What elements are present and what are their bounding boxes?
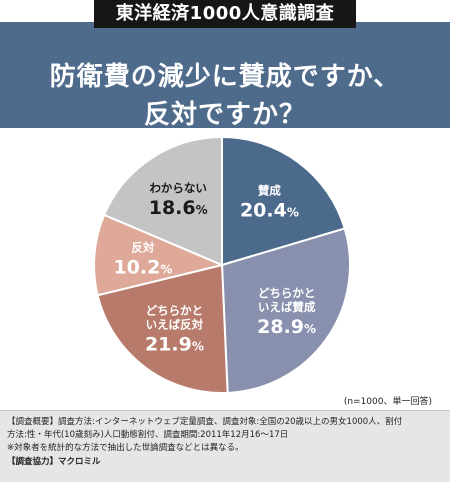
pie-slice-agree <box>221 135 346 267</box>
slice-category-label: いえば賛成 <box>258 300 316 314</box>
slice-label-agree: 賛成 20.4% <box>240 183 299 221</box>
footer-line-3: ※対象者を統計的な方法で抽出した世論調査などとは異なる。 <box>7 443 244 453</box>
slice-category-label: どちらかと <box>258 286 316 300</box>
slice-value-label: 20.4% <box>240 199 299 221</box>
pie-chart: 賛成20.4%どちらかといえば賛成28.9%どちらかといえば反対21.9%反対1… <box>93 135 351 394</box>
footer-line-2: 方法:性・年代(10歳刻み)人口動態割付、調査期間:2011年12月16〜17日 <box>7 430 289 440</box>
sample-note: (n=1000、単一回答) <box>343 397 432 407</box>
slice-value-label: 21.9% <box>145 334 204 356</box>
survey-footer: 【調査概要】調査方法:インターネットウェブ定量調査、調査対象:全国の20歳以上の… <box>0 410 450 482</box>
slice-value-label: 28.9% <box>257 316 316 338</box>
slice-category-label: 反対 <box>131 241 154 255</box>
question-title-line-1: 防衛費の減少に賛成ですか、 <box>49 62 401 92</box>
slice-label-disagree: 反対 10.2% <box>113 241 172 279</box>
footer-line-1: 【調査概要】調査方法:インターネットウェブ定量調査、調査対象:全国の20歳以上の… <box>7 417 403 427</box>
slice-category-label: いえば反対 <box>146 318 204 332</box>
question-panel: 防衛費の減少に賛成ですか、 反対ですか？ <box>0 22 450 130</box>
slice-category-label: どちらかと <box>146 304 204 318</box>
pie-slice-somewhat-agree <box>220 227 351 394</box>
footer-line-4: 【調査協力】マクロミル <box>7 457 101 467</box>
slice-value-label: 18.6% <box>149 197 208 219</box>
survey-series-tag: 東洋経済1000人意識調査 <box>94 0 356 28</box>
pie-slice-dont-know <box>102 135 223 267</box>
pie-slice-somewhat-disagree <box>96 263 229 394</box>
pie-slice-disagree <box>93 213 226 297</box>
question-title-line-2: 反対ですか？ <box>143 100 306 130</box>
slice-category-label: 賛成 <box>258 183 281 197</box>
slice-category-label: わからない <box>149 181 207 195</box>
slice-label-dont-know: わからない 18.6% <box>149 181 208 219</box>
slice-value-label: 10.2% <box>113 257 172 279</box>
